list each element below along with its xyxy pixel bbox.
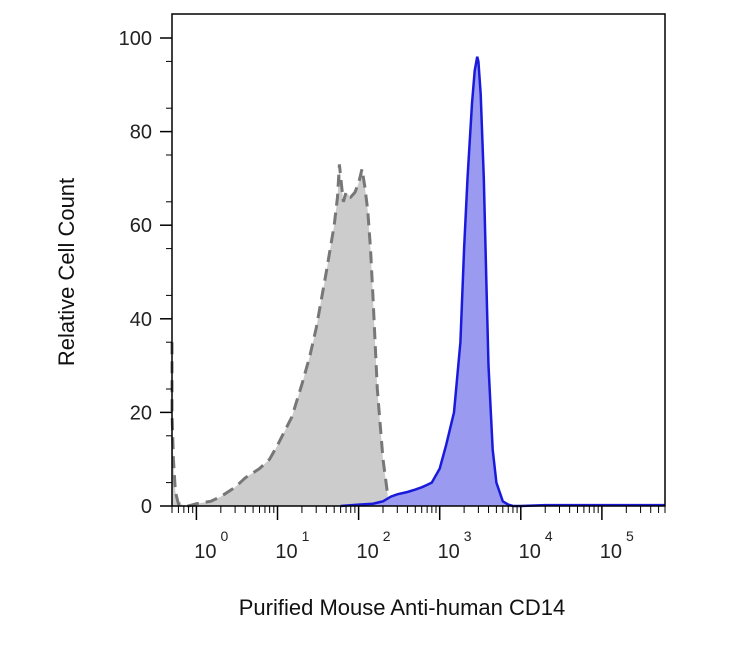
- x-axis-title: Purified Mouse Anti-human CD14: [239, 595, 566, 620]
- y-axis-title: Relative Cell Count: [54, 178, 79, 366]
- x-tick-label: 10: [438, 541, 460, 563]
- series-0-line: [170, 164, 394, 508]
- y-tick-label: 60: [130, 215, 152, 237]
- y-tick-label: 0: [141, 496, 152, 518]
- series-1-line: [340, 56, 665, 508]
- series-layer: [170, 56, 665, 508]
- x-tick-exponent: 2: [383, 528, 391, 544]
- x-tick-exponent: 1: [302, 528, 310, 544]
- x-tick-label: 10: [194, 541, 216, 563]
- x-tick-label: 10: [519, 541, 541, 563]
- y-tick-label: 20: [130, 402, 152, 424]
- y-tick-label: 80: [130, 122, 152, 144]
- x-tick-exponent: 0: [221, 528, 229, 544]
- x-tick-label: 10: [275, 541, 297, 563]
- x-tick-label: 10: [356, 541, 378, 563]
- plot-frame: [171, 13, 666, 507]
- y-tick-label: 40: [130, 309, 152, 331]
- y-tick-label: 100: [119, 28, 152, 50]
- series-0-area: [172, 164, 393, 506]
- x-tick-label: 10: [600, 541, 622, 563]
- series-1-area: [340, 56, 665, 506]
- x-tick-exponent: 3: [464, 528, 472, 544]
- x-tick-exponent: 5: [626, 528, 634, 544]
- x-tick-exponent: 4: [545, 528, 553, 544]
